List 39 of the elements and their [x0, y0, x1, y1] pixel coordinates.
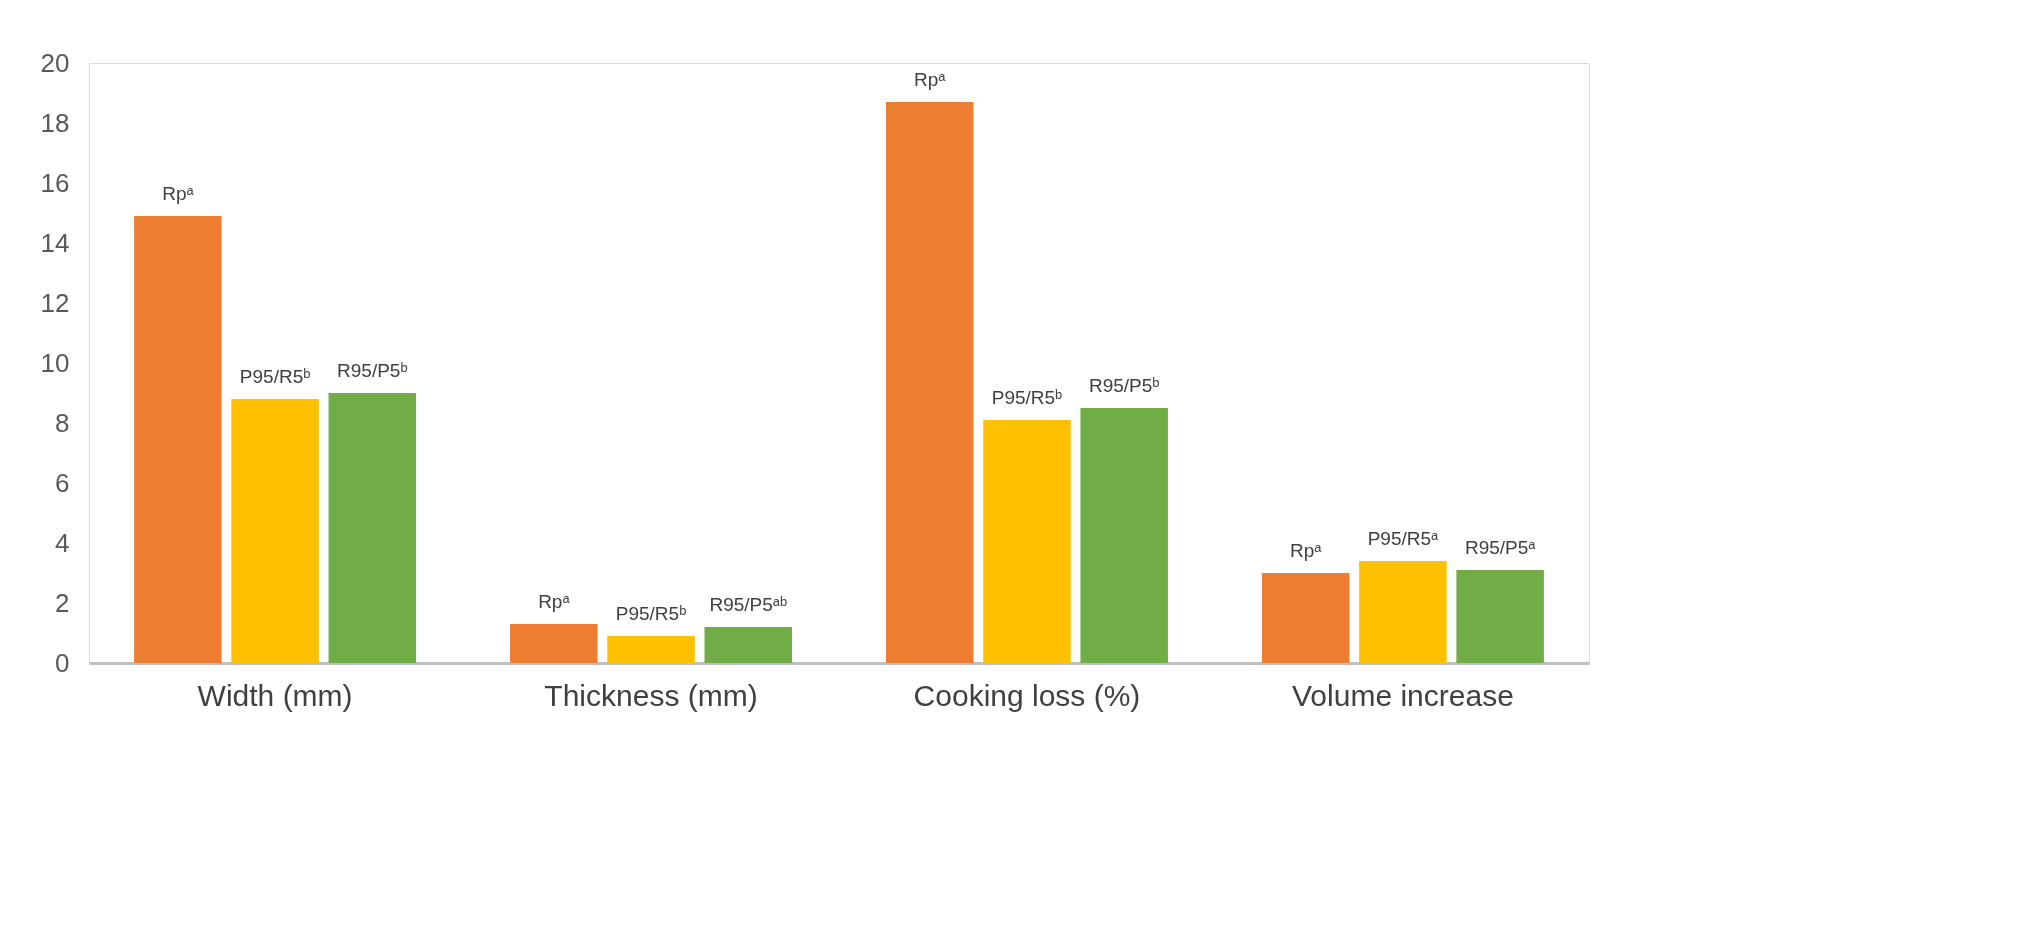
data-label: R95/P5ᵇ	[337, 360, 408, 381]
y-tick-label: 4	[55, 527, 70, 558]
bar	[328, 393, 417, 663]
data-label: Rpᵃ	[538, 591, 571, 612]
y-tick-label: 20	[40, 47, 70, 78]
bar	[231, 399, 319, 663]
x-tick-label: Thickness (mm)	[544, 678, 758, 712]
bar	[885, 102, 974, 663]
data-label: R95/P5ᵃᵇ	[709, 594, 788, 615]
data-label: Rpᵃ	[1290, 540, 1323, 561]
data-label: P95/R5ᵇ	[615, 603, 687, 624]
bar	[134, 216, 222, 663]
data-label: P95/R5ᵃ	[1367, 528, 1440, 549]
bar	[1456, 570, 1544, 663]
bar	[1359, 561, 1447, 663]
data-label: R95/P5ᵃ	[1464, 537, 1537, 558]
data-label: Rpᵃ	[162, 183, 195, 204]
y-tick-label: 8	[55, 407, 70, 438]
data-label: R95/P5ᵇ	[1088, 375, 1160, 396]
bar	[1080, 408, 1168, 663]
data-label: Rpᵃ	[914, 69, 947, 90]
data-label: P95/R5ᵇ	[991, 387, 1063, 408]
x-tick-label: Width (mm)	[197, 678, 353, 712]
y-tick-label: 2	[55, 587, 70, 618]
bar	[1261, 573, 1350, 663]
bar	[983, 420, 1071, 663]
y-tick-label: 12	[40, 287, 70, 318]
y-tick-label: 6	[55, 467, 70, 498]
y-tick-label: 18	[40, 107, 70, 138]
y-tick-label: 16	[40, 167, 70, 198]
data-label: P95/R5ᵇ	[239, 366, 311, 387]
y-tick-label: 0	[55, 647, 70, 678]
y-tick-label: 14	[40, 227, 70, 258]
bar	[510, 624, 598, 663]
bar	[607, 636, 695, 663]
x-tick-label: Cooking loss (%)	[913, 678, 1141, 712]
x-tick-label: Volume increase	[1292, 678, 1514, 712]
bar	[704, 627, 793, 663]
y-tick-label: 10	[40, 347, 70, 378]
